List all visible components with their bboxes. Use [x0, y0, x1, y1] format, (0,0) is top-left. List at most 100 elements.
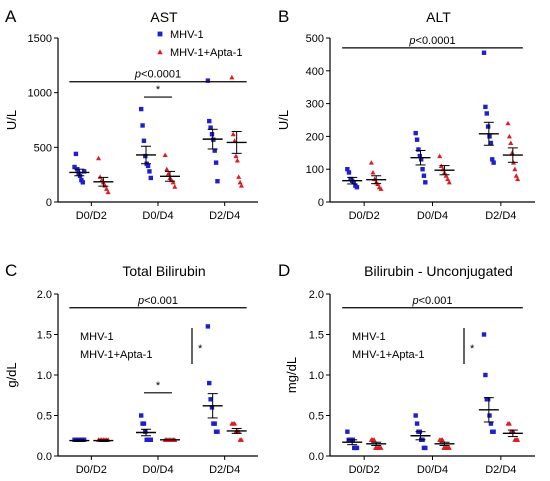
y-tick-label: 1000 [28, 88, 52, 100]
data-point [139, 106, 144, 112]
data-point [345, 167, 350, 172]
legend-marker [157, 49, 163, 55]
data-point [207, 380, 212, 386]
data-point [508, 140, 514, 145]
panel-title: ALT [426, 9, 451, 25]
panel-letter: C [5, 261, 17, 280]
data-point [416, 147, 421, 152]
data-point [215, 179, 220, 184]
data-point [105, 189, 111, 195]
data-point [418, 157, 424, 162]
panel-letter: A [5, 7, 17, 26]
data-point [229, 74, 235, 80]
data-point [370, 169, 376, 175]
y-tick-label: 200 [306, 131, 324, 143]
data-point [96, 155, 102, 161]
data-point [162, 152, 168, 158]
y-tick-label: 1.0 [37, 370, 52, 382]
data-point [368, 160, 374, 165]
data-point [414, 421, 420, 426]
data-point [487, 134, 492, 139]
data-point [515, 437, 521, 442]
data-point [413, 130, 418, 136]
data-point [148, 437, 153, 442]
data-point [139, 413, 144, 418]
panel-letter: D [278, 261, 290, 280]
data-point [483, 372, 488, 378]
x-tick-label: D2/D4 [485, 464, 516, 476]
data-point [172, 184, 178, 189]
x-tick-label: D2/D4 [485, 210, 516, 222]
data-point [445, 176, 451, 182]
data-point [208, 397, 213, 402]
data-point [80, 180, 85, 185]
x-tick-label: D0/D2 [76, 464, 107, 476]
y-axis-label: U/L [276, 110, 291, 130]
y-tick-label: 300 [306, 99, 324, 111]
data-point [354, 445, 360, 451]
y-tick-label: 2.0 [37, 289, 52, 301]
data-point [346, 170, 352, 175]
data-point [505, 120, 511, 126]
data-point [414, 137, 420, 142]
y-tick-label: 1.5 [37, 330, 52, 342]
y-tick-label: 0.0 [37, 451, 52, 463]
data-point [488, 140, 494, 146]
data-point [417, 153, 423, 159]
data-point [143, 429, 148, 434]
data-point [485, 124, 491, 129]
x-tick-label: D0/D2 [349, 210, 380, 222]
data-point [212, 421, 217, 426]
data-point [423, 445, 428, 451]
data-point [515, 176, 521, 182]
legend-marker [157, 31, 163, 37]
significance-label: * [156, 380, 161, 392]
x-tick-label: D0/D4 [417, 464, 448, 476]
y-tick-label: 0.0 [309, 451, 324, 463]
data-point [443, 173, 449, 178]
data-point [483, 104, 488, 110]
data-point [421, 173, 427, 178]
panel-c: C Total Bilirubin 0.0 0.5 1.0 1.5 2.0 g/dL D0/D2… [4, 261, 258, 476]
legend-label: MHV-1+Apta-1 [80, 349, 152, 361]
data-point [345, 429, 350, 434]
data-point [354, 185, 360, 190]
x-tick-label: D0/D4 [142, 210, 173, 222]
data-point [81, 169, 87, 174]
data-point [72, 164, 77, 170]
data-point [510, 429, 517, 434]
data-point [205, 324, 211, 329]
y-tick-label: 0.5 [309, 411, 324, 423]
data-point [378, 186, 384, 191]
legend-label: MHV-1+Apta-1 [352, 349, 424, 361]
data-point [378, 445, 384, 450]
data-point [164, 166, 170, 172]
legend-label: MHV-1 [352, 331, 386, 343]
data-point [439, 437, 445, 442]
data-point [238, 183, 244, 188]
data-point [205, 78, 211, 83]
significance-label: p<0.001 [411, 295, 452, 307]
data-point [148, 175, 153, 181]
data-point [233, 153, 239, 159]
legend-label: MHV-1 [170, 29, 204, 41]
data-point [484, 111, 489, 116]
x-tick-label: D0/D4 [417, 210, 448, 222]
panel-title: AST [150, 9, 178, 25]
significance-label: * [156, 84, 161, 96]
data-point [491, 160, 496, 165]
data-point [232, 421, 238, 426]
data-point [487, 413, 492, 418]
y-tick-label: 1500 [28, 33, 52, 45]
legend-bracket-star: * [198, 343, 203, 355]
data-point [143, 153, 148, 159]
data-point [215, 429, 220, 434]
y-axis-label: U/L [4, 110, 19, 130]
y-axis-label: mg/dL [284, 357, 299, 393]
data-point [213, 160, 219, 165]
data-point [147, 169, 152, 174]
significance-label: p<0.0001 [408, 35, 455, 47]
panel-b: B ALT 0 100 200 300 400 500 U/L D0/D2 D0/D4 D2/D4 p<… [276, 7, 535, 222]
y-tick-label: 0 [46, 197, 52, 209]
